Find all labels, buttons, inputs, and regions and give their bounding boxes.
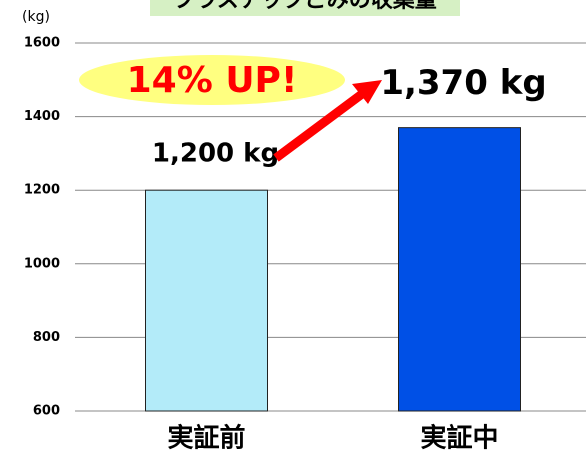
- y-axis-label: (kg): [22, 9, 50, 25]
- arrow-head: [352, 80, 382, 104]
- chart-title: プラスチックごみの収集量: [173, 0, 437, 13]
- plot-area: 600 800 1000 1200 1400 1600 実証前 1,200 kg 実証中 1,37…: [24, 36, 586, 453]
- y-tick-label: 1400: [24, 109, 60, 124]
- bar: [398, 127, 521, 412]
- annotation-highlight: [79, 55, 345, 105]
- x-tick-label: 実証中: [420, 423, 498, 453]
- y-tick-label: 1200: [24, 183, 60, 198]
- arrow-shaft: [273, 90, 365, 162]
- value-label: 1,370 kg: [380, 63, 546, 103]
- value-label: 1,200 kg: [152, 139, 279, 169]
- x-tick-label: 実証前: [167, 423, 245, 453]
- y-tick-label: 600: [33, 404, 60, 419]
- bar: [145, 189, 268, 412]
- annotation: 14% UP!: [127, 60, 298, 101]
- y-tick-label: 800: [33, 330, 60, 345]
- title-background: [150, 0, 460, 16]
- y-tick-label: 1600: [24, 36, 60, 51]
- y-tick-label: 1000: [24, 256, 60, 271]
